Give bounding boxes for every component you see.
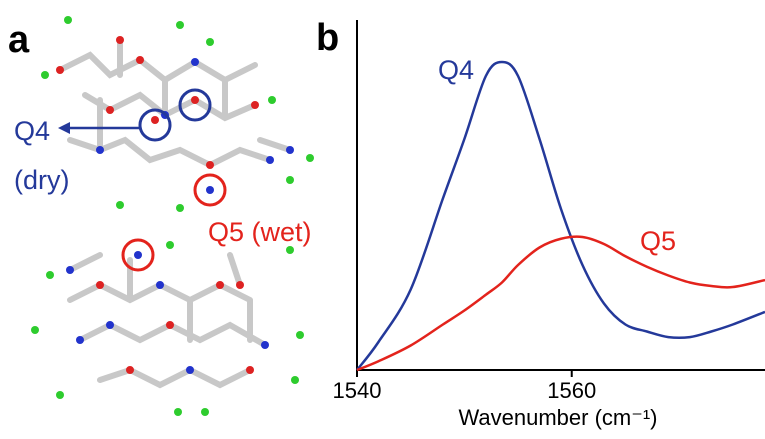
line-series bbox=[356, 235, 765, 372]
annotation: Q4 bbox=[14, 116, 50, 146]
annotation: Q5 (wet) bbox=[208, 217, 312, 247]
line-series bbox=[356, 60, 765, 371]
series-label: Q5 bbox=[640, 226, 676, 256]
series-label: Q4 bbox=[438, 55, 474, 85]
annotation: (dry) bbox=[14, 165, 70, 195]
x-tick-label: 1540 bbox=[333, 378, 382, 403]
panel-label: b bbox=[316, 17, 339, 59]
molecular-structure bbox=[31, 16, 314, 416]
x-axis-label: Wavenumber (cm⁻¹) bbox=[458, 405, 657, 430]
x-tick-label: 1560 bbox=[547, 378, 596, 403]
panel-label: a bbox=[8, 19, 30, 61]
